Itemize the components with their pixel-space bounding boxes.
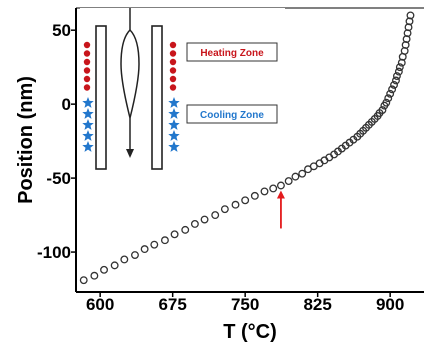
- transition-annotation: [276, 190, 285, 229]
- x-tick-label: 600: [86, 295, 114, 314]
- data-point: [392, 76, 400, 85]
- data-point: [231, 200, 240, 209]
- y-tick-label: -100: [37, 243, 71, 262]
- y-tick-label: -50: [46, 169, 71, 188]
- cool-star: [82, 119, 94, 130]
- x-axis-label: T (°C): [223, 321, 277, 343]
- cooling-zone-label: Cooling Zone: [200, 110, 264, 121]
- data-point: [390, 80, 398, 89]
- data-point: [160, 236, 169, 245]
- cool-star: [168, 119, 180, 130]
- data-point: [90, 271, 99, 280]
- data-point: [395, 63, 404, 72]
- heat-dot: [169, 50, 177, 57]
- y-tick-label: 0: [62, 95, 71, 114]
- heat-dot: [83, 75, 91, 83]
- data-point: [241, 196, 250, 205]
- data-point: [386, 89, 395, 98]
- y-tick-label: 50: [52, 21, 71, 40]
- heat-dot: [83, 58, 91, 66]
- axis-tick-labels: 600 675 750 825 900 50 0 -50 -100: [37, 21, 404, 314]
- x-tick-label: 675: [158, 295, 186, 314]
- heat-dot: [169, 67, 177, 74]
- data-point: [181, 225, 190, 234]
- data-points: [79, 11, 415, 285]
- heat-dot: [83, 41, 91, 49]
- cool-star: [82, 108, 94, 119]
- data-point: [276, 181, 285, 190]
- heat-dot: [169, 41, 177, 49]
- data-point: [131, 251, 139, 259]
- data-point: [378, 106, 387, 115]
- cooling-stars: [82, 97, 180, 152]
- y-axis-label: Position (nm): [15, 76, 37, 204]
- data-point: [100, 265, 108, 274]
- data-point: [79, 276, 88, 285]
- data-point: [200, 215, 209, 224]
- data-point: [269, 184, 278, 193]
- data-point: [392, 72, 401, 80]
- cool-star: [82, 130, 94, 141]
- left-wall: [95, 25, 107, 170]
- data-point: [190, 220, 199, 228]
- heat-dot: [83, 84, 91, 91]
- inset-schematic: Heating Zone Cooling Zone: [80, 8, 285, 172]
- inset-background: [80, 8, 285, 172]
- annotation-arrowhead: [276, 190, 285, 199]
- heating-zone-box: [186, 42, 278, 62]
- heat-dot: [169, 58, 177, 66]
- right-wall: [151, 25, 163, 170]
- cool-star: [168, 141, 180, 152]
- axis-ticks: [71, 29, 391, 297]
- data-point: [406, 11, 415, 20]
- probe-direction-arrowhead: [126, 149, 134, 158]
- data-point: [388, 85, 397, 94]
- heat-dot: [83, 50, 91, 57]
- x-tick-label: 750: [231, 295, 259, 314]
- cool-star: [82, 97, 94, 108]
- data-point: [250, 191, 259, 200]
- x-tick-label: 825: [303, 295, 331, 314]
- heating-zone-label: Heating Zone: [200, 48, 264, 59]
- data-point: [211, 211, 220, 220]
- heat-dot: [169, 75, 177, 83]
- heating-dots: [83, 41, 177, 91]
- data-point: [384, 94, 393, 103]
- cool-star: [82, 141, 94, 152]
- data-point: [140, 245, 149, 254]
- heat-dot: [169, 84, 177, 91]
- cool-star: [168, 97, 180, 108]
- data-point: [220, 205, 229, 214]
- heat-dot: [83, 67, 91, 74]
- data-point: [284, 177, 293, 186]
- data-point: [110, 261, 119, 270]
- cool-star: [168, 130, 180, 141]
- data-point: [298, 169, 307, 178]
- data-point: [382, 98, 391, 107]
- data-point: [170, 230, 179, 239]
- cool-star: [168, 108, 180, 119]
- data-point: [394, 67, 403, 76]
- data-point: [291, 172, 300, 181]
- data-point: [260, 187, 269, 196]
- cooling-zone-box: [186, 104, 278, 124]
- data-point: [120, 255, 129, 264]
- x-tick-label: 900: [376, 295, 404, 314]
- data-point: [150, 240, 159, 249]
